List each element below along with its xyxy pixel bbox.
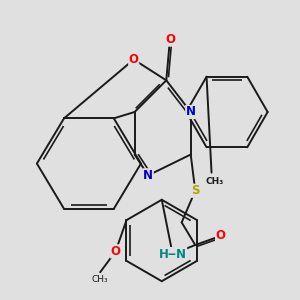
Text: N: N [186, 106, 196, 118]
Text: N: N [143, 169, 153, 182]
Text: O: O [129, 53, 139, 66]
Text: O: O [111, 245, 121, 258]
Text: S: S [191, 184, 200, 197]
Text: CH₃: CH₃ [205, 177, 224, 186]
Text: H‒N: H‒N [159, 248, 187, 261]
Text: O: O [165, 33, 175, 46]
Text: O: O [216, 230, 226, 242]
Text: CH₃: CH₃ [92, 275, 109, 284]
